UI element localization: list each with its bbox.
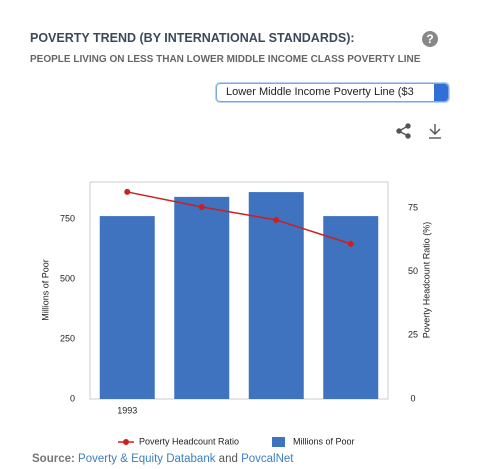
help-icon[interactable]: ? <box>422 31 438 47</box>
source-link[interactable]: Poverty & Equity Databank <box>78 453 216 465</box>
legend-label: Poverty Headcount Ratio <box>139 436 239 446</box>
point <box>273 216 280 223</box>
select-arrow <box>434 84 448 101</box>
y2-tick-label: 50 <box>408 266 418 276</box>
title: POVERTY TREND (BY INTERNATIONAL STANDARD… <box>30 31 355 45</box>
legend-swatch <box>123 439 129 445</box>
legend-swatch <box>272 437 285 447</box>
poverty-line-select[interactable]: Lower Middle Income Poverty Line ($3 <box>216 83 449 102</box>
bar <box>248 192 304 399</box>
y-axis-label: Millions of Poor <box>40 259 50 321</box>
y2-tick-label: 75 <box>408 202 418 212</box>
source-joiner: and <box>218 453 238 465</box>
y-tick-label: 750 <box>60 213 75 223</box>
y2-axis-label: Poverty Headcount Ratio (%) <box>421 222 431 339</box>
select-text: Lower Middle Income Poverty Line ($3 <box>226 86 414 98</box>
plot-frame <box>89 181 389 400</box>
share-icon[interactable] <box>396 123 411 139</box>
point <box>347 240 354 247</box>
y2-tick-label: 25 <box>408 330 418 340</box>
y-tick-label: 250 <box>60 333 75 343</box>
bar <box>174 196 230 399</box>
source-link[interactable]: PovcalNet <box>241 453 294 465</box>
download-icon[interactable] <box>429 124 441 139</box>
y-tick-label: 0 <box>70 393 75 403</box>
source-label: Source: <box>32 453 75 465</box>
x-tick-label: 1993 <box>117 405 137 415</box>
point <box>124 188 131 195</box>
source: Source: Poverty & Equity Databank and Po… <box>32 453 293 465</box>
legend-label: Millions of Poor <box>293 436 355 446</box>
bar <box>99 216 155 399</box>
y2-tick-label: 0 <box>410 393 415 403</box>
subtitle: PEOPLE LIVING ON LESS THAN LOWER MIDDLE … <box>30 54 421 65</box>
line <box>127 191 351 245</box>
point <box>198 203 205 210</box>
y-tick-label: 500 <box>60 273 75 283</box>
